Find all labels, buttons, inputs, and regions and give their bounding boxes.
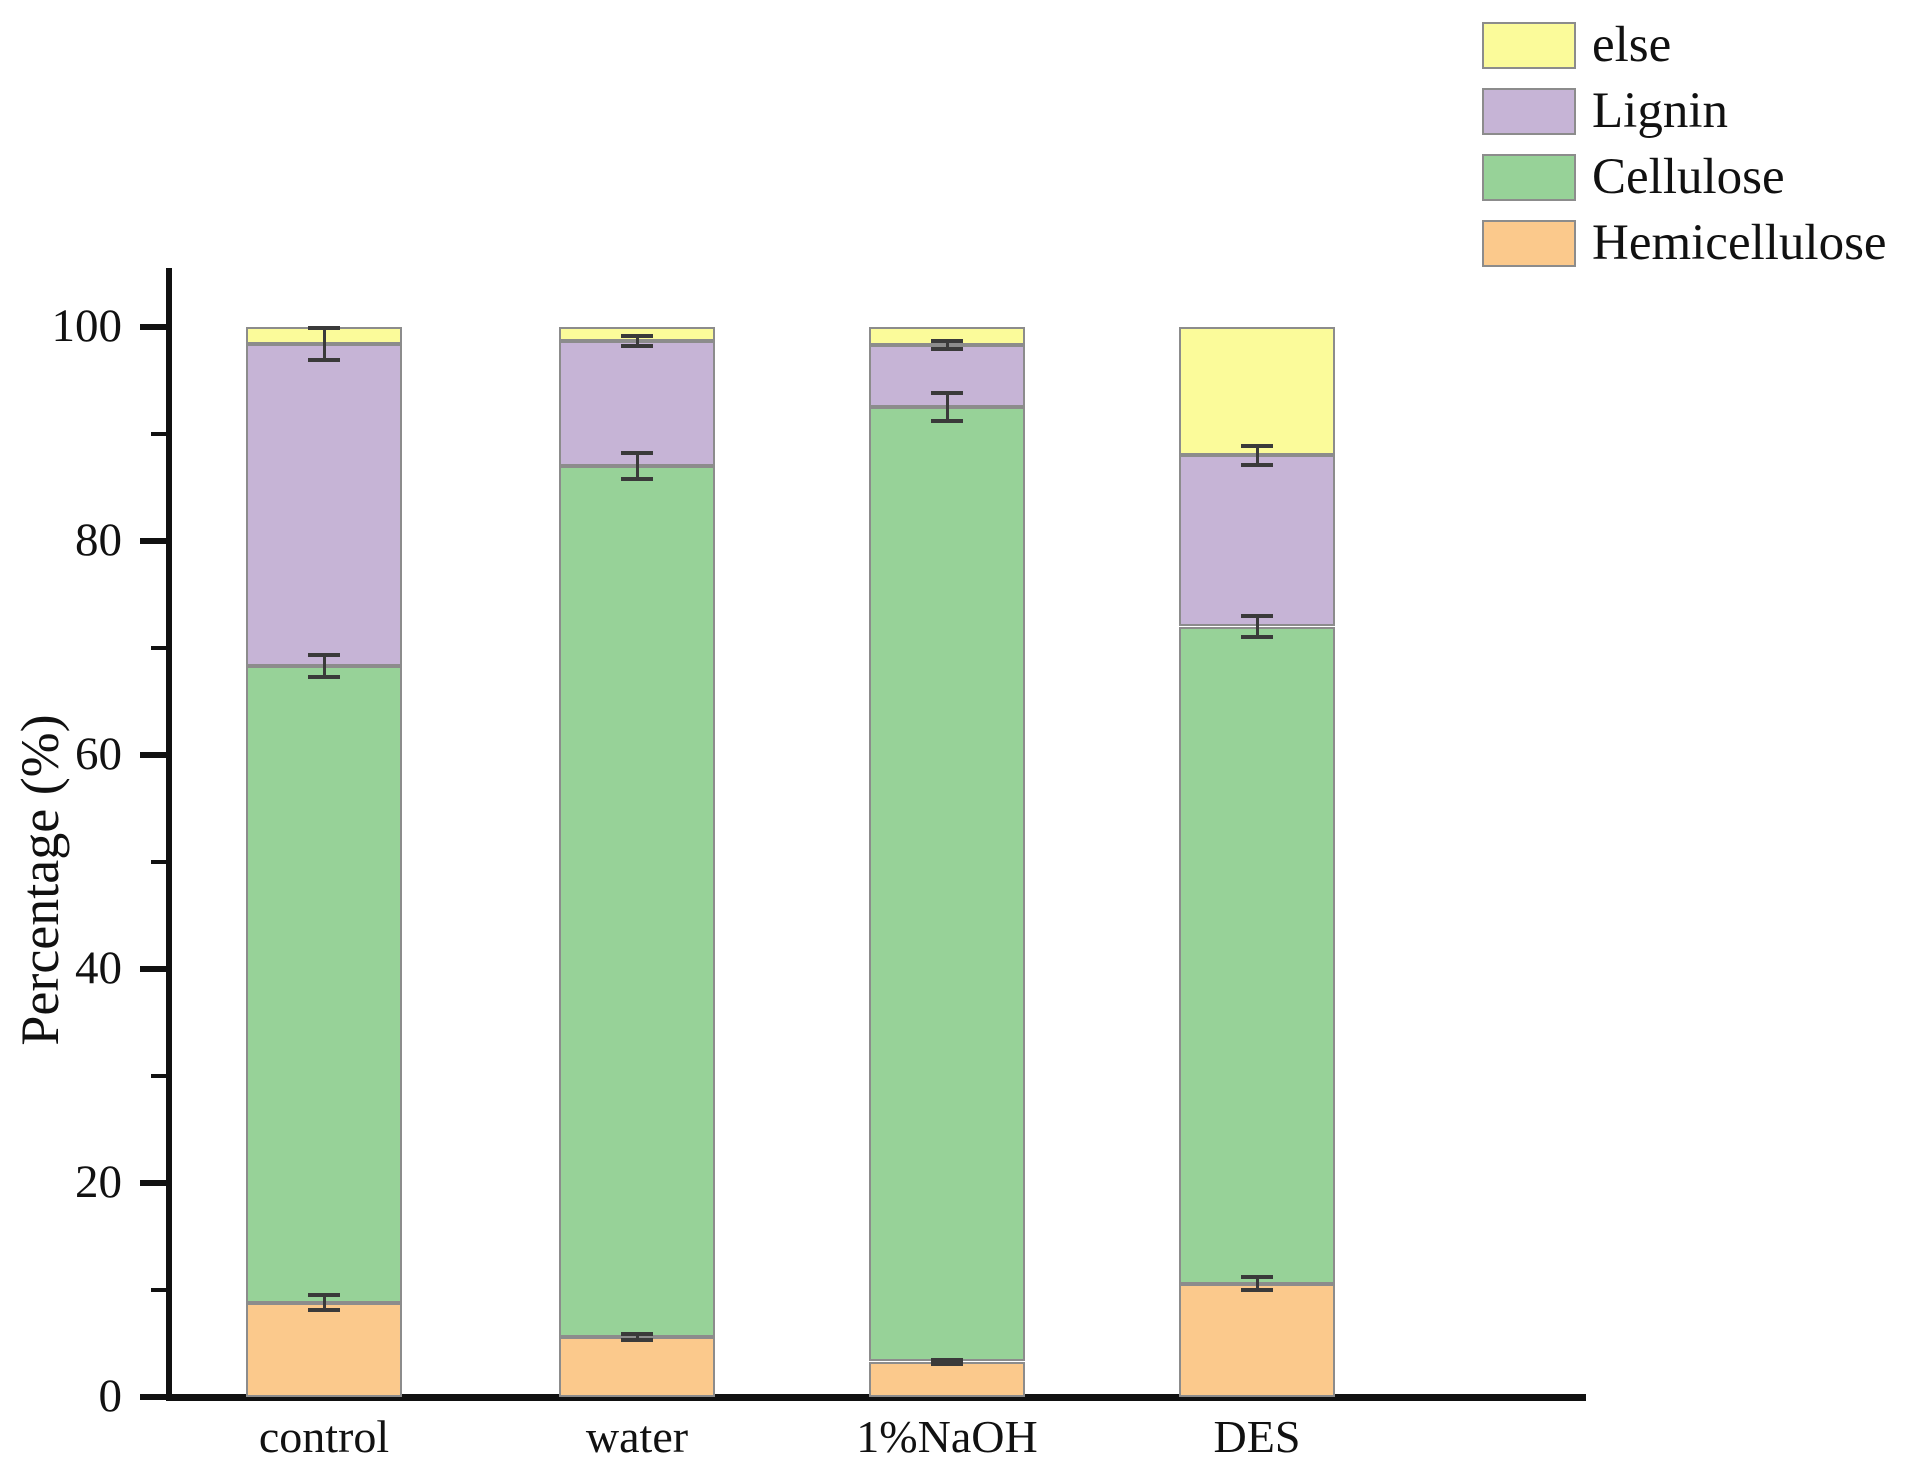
y-tick-label: 40 (75, 942, 122, 994)
y-tick-label: 80 (75, 514, 122, 566)
error-bar-cap-top-DES-Cellulose (1241, 614, 1273, 618)
error-bar-cap-bottom-1%NaOH-Hemicellulose (931, 1362, 963, 1366)
error-bar-cap-bottom-1%NaOH-Cellulose (931, 419, 963, 423)
error-bar-stem-DES-Cellulose (1256, 616, 1259, 637)
error-bar-stem-1%NaOH-Lignin (946, 341, 949, 350)
error-bar-cap-top-water-Cellulose (621, 451, 653, 455)
x-axis-spine (166, 1394, 1586, 1401)
error-bar-stem-control-Cellulose (323, 655, 326, 676)
error-bar-stem-1%NaOH-Cellulose (946, 393, 949, 421)
x-category-label: 1%NaOH (856, 1411, 1038, 1462)
legend-item-lignin: Lignin (1482, 78, 1887, 144)
error-bar-cap-bottom-DES-Hemicellulose (1241, 1288, 1273, 1292)
error-bar-stem-water-Hemicellulose (636, 1334, 639, 1340)
bar-segment-DES-hemicellulose (1179, 1284, 1335, 1397)
error-bar-cap-bottom-water-Cellulose (621, 477, 653, 481)
error-bar-cap-bottom-1%NaOH-Lignin (931, 347, 963, 351)
bar-segment-control-cellulose (246, 666, 402, 1303)
error-bar-stem-control-Hemicellulose (323, 1295, 326, 1310)
y-tick-label: 100 (51, 300, 123, 352)
chart-legend: else Lignin Cellulose Hemicellulose (1482, 12, 1887, 276)
error-bar-cap-bottom-DES-Cellulose (1241, 635, 1273, 639)
error-bar-cap-top-1%NaOH-Lignin (931, 339, 963, 343)
legend-item-cellulose: Cellulose (1482, 144, 1887, 210)
x-category-label: control (258, 1411, 390, 1462)
bar-segment-water-lignin (559, 341, 715, 466)
legend-swatch-cellulose (1482, 153, 1576, 201)
y-tick-label: 60 (75, 728, 122, 780)
y-minor-tick (151, 646, 166, 650)
bar-segment-control-lignin (246, 344, 402, 666)
error-bar-stem-DES-Hemicellulose (1256, 1277, 1259, 1290)
error-bar-stem-control-Lignin (323, 328, 326, 360)
bar-segment-water-cellulose (559, 466, 715, 1337)
error-bar-cap-bottom-water-Hemicellulose (621, 1338, 653, 1342)
legend-swatch-lignin (1482, 87, 1576, 135)
bar-segment-water-hemicellulose (559, 1337, 715, 1397)
legend-item-else: else (1482, 12, 1887, 78)
error-bar-cap-top-control-Cellulose (308, 653, 340, 657)
bar-segment-1NaOH-cellulose (869, 407, 1025, 1361)
error-bar-cap-top-1%NaOH-Cellulose (931, 391, 963, 395)
y-major-tick (140, 324, 166, 330)
legend-item-hemicellulose: Hemicellulose (1482, 210, 1887, 276)
error-bar-cap-bottom-control-Cellulose (308, 675, 340, 679)
bar-segment-1NaOH-hemicellulose (869, 1362, 1025, 1397)
x-category-label: DES (1213, 1411, 1301, 1462)
error-bar-cap-top-water-Lignin (621, 334, 653, 338)
legend-label: else (1592, 16, 1672, 73)
error-bar-cap-top-control-Hemicellulose (308, 1293, 340, 1297)
y-major-tick (140, 966, 166, 972)
error-bar-stem-water-Cellulose (636, 453, 639, 479)
y-axis-spine (166, 268, 172, 1401)
y-major-tick (140, 1394, 166, 1400)
y-minor-tick (151, 432, 166, 436)
bar-segment-control-hemicellulose (246, 1303, 402, 1397)
error-bar-cap-bottom-water-Lignin (621, 344, 653, 348)
legend-label: Cellulose (1592, 148, 1785, 205)
y-minor-tick (151, 860, 166, 864)
y-minor-tick (151, 1288, 166, 1292)
error-bar-cap-top-water-Hemicellulose (621, 1332, 653, 1336)
legend-label: Lignin (1592, 82, 1728, 139)
legend-swatch-else (1482, 21, 1576, 69)
y-tick-label: 0 (98, 1370, 123, 1422)
error-bar-cap-top-control-Lignin (308, 326, 340, 330)
y-tick-label: 20 (75, 1156, 122, 1208)
error-bar-cap-top-DES-Lignin (1241, 444, 1273, 448)
y-major-tick (140, 1180, 166, 1186)
error-bar-cap-bottom-DES-Lignin (1241, 463, 1273, 467)
x-category-label: water (585, 1411, 689, 1462)
error-bar-stem-water-Lignin (636, 336, 639, 347)
error-bar-cap-top-DES-Hemicellulose (1241, 1275, 1273, 1279)
error-bar-cap-top-1%NaOH-Hemicellulose (931, 1358, 963, 1362)
error-bar-stem-DES-Lignin (1256, 446, 1259, 465)
legend-swatch-hemicellulose (1482, 219, 1576, 267)
bar-segment-DES-else (1179, 327, 1335, 455)
error-bar-cap-bottom-control-Lignin (308, 358, 340, 362)
legend-label: Hemicellulose (1592, 214, 1887, 271)
bar-segment-DES-cellulose (1179, 627, 1335, 1284)
bar-segment-DES-lignin (1179, 455, 1335, 626)
error-bar-cap-bottom-control-Hemicellulose (308, 1308, 340, 1312)
y-minor-tick (151, 1074, 166, 1078)
y-major-tick (140, 752, 166, 758)
y-major-tick (140, 538, 166, 544)
